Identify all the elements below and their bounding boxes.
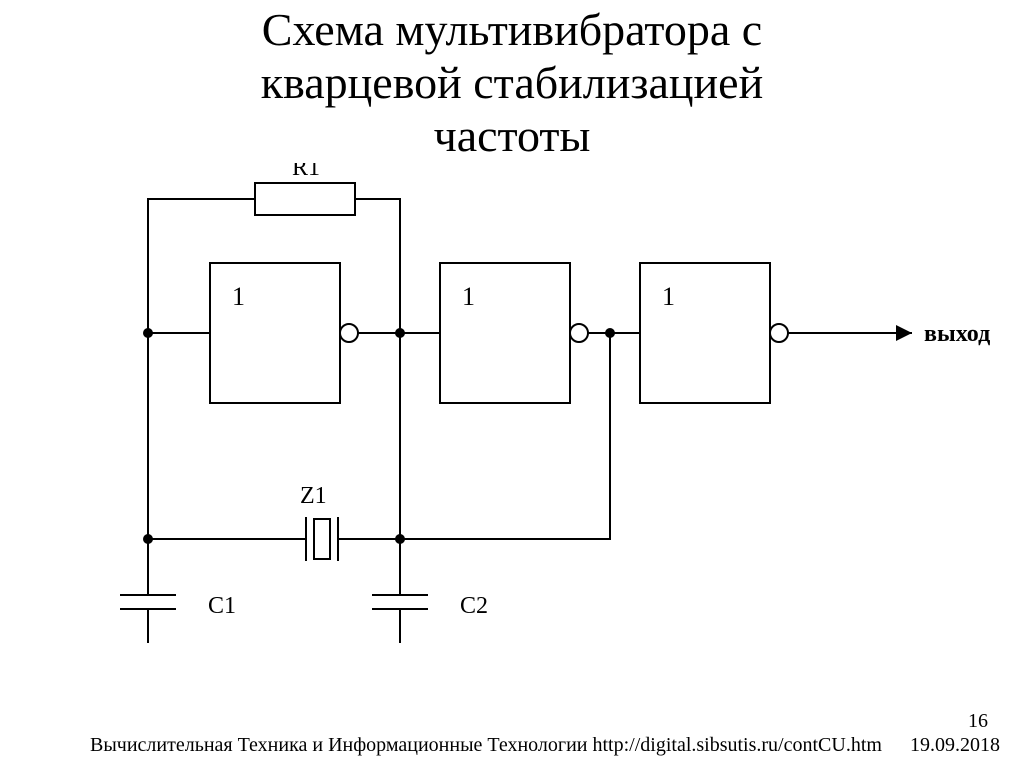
svg-text:C1: C1 [208, 593, 236, 619]
footer-source: Вычислительная Техника и Информационные … [90, 734, 882, 757]
svg-text:C2: C2 [460, 593, 488, 619]
circuit-svg: R1 1 1 1 Z1 C1 C2 выход [0, 163, 1024, 703]
circuit-diagram: R1 1 1 1 Z1 C1 C2 выход [0, 163, 1024, 708]
footer-date: 19.09.2018 [910, 734, 1000, 757]
title-line-1: Схема мультивибратора с [262, 4, 762, 55]
svg-text:1: 1 [462, 282, 475, 311]
title-line-2: кварцевой стабилизацией [261, 57, 763, 108]
title-line-3: частоты [434, 110, 591, 161]
svg-text:1: 1 [232, 282, 245, 311]
svg-text:R1: R1 [292, 163, 320, 181]
svg-text:1: 1 [662, 282, 675, 311]
svg-text:Z1: Z1 [300, 483, 327, 509]
footer-page-number: 16 [968, 710, 988, 733]
page-title: Схема мультивибратора с кварцевой стабил… [0, 0, 1024, 163]
svg-text:выход: выход [924, 321, 990, 347]
